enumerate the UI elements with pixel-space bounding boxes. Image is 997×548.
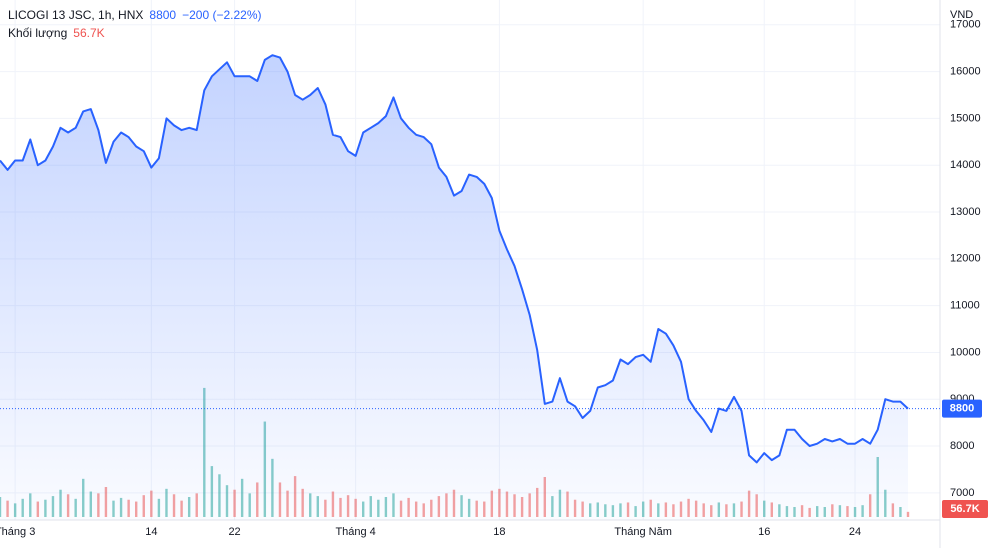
x-tick-label: Tháng 3	[0, 526, 35, 538]
last-price-label: 8800	[950, 403, 974, 415]
y-tick-label: 12000	[950, 253, 981, 265]
volume-tag-label: 56.7K	[950, 503, 979, 515]
volume-last: 56.7K	[73, 26, 104, 40]
y-tick-label: 17000	[950, 19, 981, 31]
x-tick-label: Tháng Năm	[614, 526, 671, 538]
last-price-tag	[942, 399, 982, 418]
currency: VND	[950, 9, 973, 21]
y-tick-label: 15000	[950, 112, 981, 124]
price-area	[0, 55, 908, 520]
axes: 7000800090001000011000120001300014000150…	[0, 19, 981, 538]
x-tick-label: Tháng 4	[335, 526, 375, 538]
symbol: LICOGI 13 JSC, 1h, HNX	[8, 8, 143, 22]
y-tick-label: 14000	[950, 159, 981, 171]
header-title: LICOGI 13 JSC, 1h, HNX 8800 −200 (−2.22%)	[8, 8, 261, 22]
x-tick-label: 22	[228, 526, 240, 538]
y-tick-label: 13000	[950, 206, 981, 218]
y-tick-label: 11000	[950, 300, 980, 312]
x-tick-label: 14	[145, 526, 157, 538]
volume-header: Khối lượng 56.7K	[8, 26, 105, 40]
x-tick-label: 16	[758, 526, 770, 538]
price-line	[0, 54, 909, 464]
y-tick-label: 16000	[950, 66, 981, 78]
y-tick-label: 8000	[950, 440, 974, 452]
volume-name: Khối lượng	[8, 26, 67, 40]
volume-tag	[942, 500, 988, 518]
price-layer	[0, 54, 909, 520]
x-tick-label: 18	[493, 526, 505, 538]
change: −200 (−2.22%)	[182, 8, 261, 22]
y-tick-label: 10000	[950, 346, 981, 358]
last-price: 8800	[149, 8, 176, 22]
x-tick-label: 24	[849, 526, 861, 538]
y-tick-label: 7000	[950, 487, 974, 499]
